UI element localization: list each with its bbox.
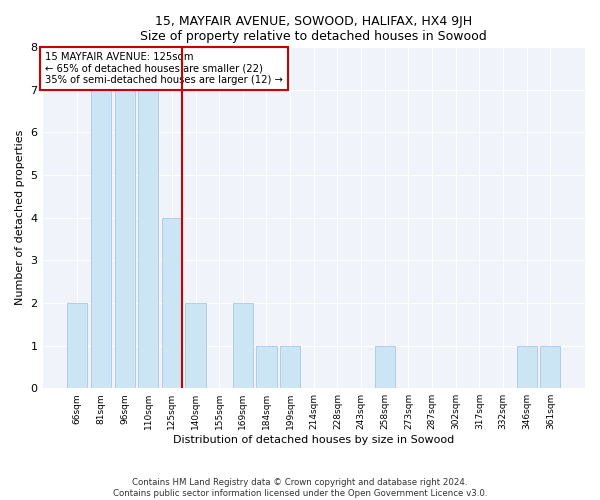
Bar (185, 303, 206, 388)
Bar (138, 90, 158, 388)
Bar (67, 303, 88, 388)
X-axis label: Distribution of detached houses by size in Sowood: Distribution of detached houses by size … (173, 435, 454, 445)
Bar (374, 346, 395, 388)
Bar (233, 303, 253, 388)
Bar (280, 346, 300, 388)
Bar (517, 346, 536, 388)
Bar (256, 346, 277, 388)
Y-axis label: Number of detached properties: Number of detached properties (15, 130, 25, 306)
Text: 15 MAYFAIR AVENUE: 125sqm
← 65% of detached houses are smaller (22)
35% of semi-: 15 MAYFAIR AVENUE: 125sqm ← 65% of detac… (45, 52, 283, 86)
Title: 15, MAYFAIR AVENUE, SOWOOD, HALIFAX, HX4 9JH
Size of property relative to detach: 15, MAYFAIR AVENUE, SOWOOD, HALIFAX, HX4… (140, 15, 487, 43)
Text: Contains HM Land Registry data © Crown copyright and database right 2024.
Contai: Contains HM Land Registry data © Crown c… (113, 478, 487, 498)
Bar (115, 90, 134, 388)
Bar (91, 90, 111, 388)
Bar (162, 218, 182, 388)
Bar (540, 346, 560, 388)
